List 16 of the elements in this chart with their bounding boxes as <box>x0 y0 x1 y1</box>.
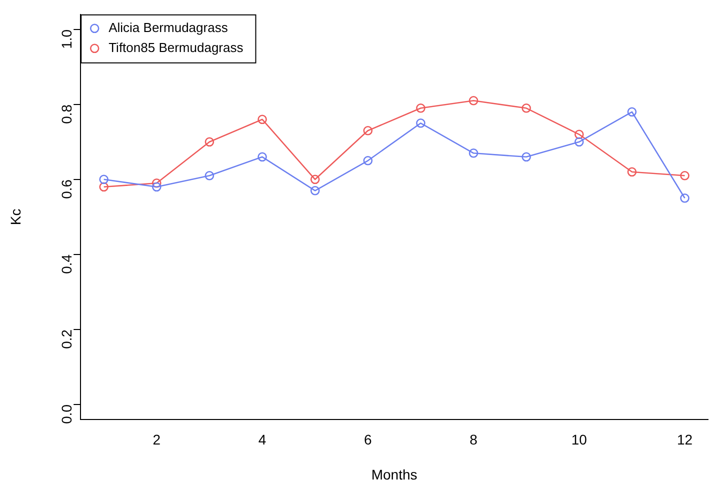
y-tick-label: 0.0 <box>58 404 74 424</box>
legend-label: Tifton85 Bermudagrass <box>108 40 244 55</box>
x-tick-label: 4 <box>258 432 266 448</box>
y-tick-label: 1.0 <box>58 29 74 49</box>
x-tick-label: 10 <box>571 432 588 448</box>
y-tick-label: 0.4 <box>58 254 74 274</box>
y-tick-label: 0.8 <box>58 104 74 124</box>
x-tick-label: 8 <box>470 432 478 448</box>
y-tick-label: 0.2 <box>58 329 74 349</box>
x-axis-title: Months <box>371 466 418 482</box>
x-tick-label: 2 <box>152 432 161 448</box>
x-tick-label: 12 <box>676 432 693 448</box>
legend-label: Alicia Bermudagrass <box>108 20 228 35</box>
y-tick-label: 0.6 <box>58 179 74 199</box>
y-axis-title: Kc <box>7 208 24 226</box>
x-tick-label: 6 <box>364 432 372 448</box>
